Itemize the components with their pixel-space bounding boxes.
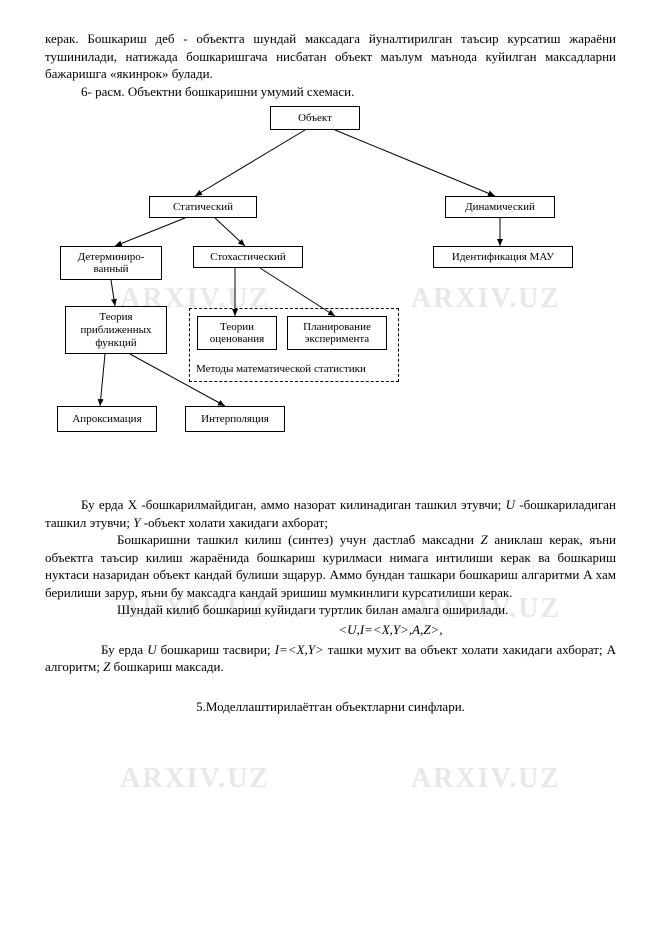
node-theory-approx: Теория приближенных функций (65, 306, 167, 354)
section-heading: 5.Моделлаштирилаётган объектларни синфла… (45, 698, 616, 716)
hierarchy-diagram: Объект Статический Динамический Детермин… (45, 106, 616, 486)
paragraph-3: Бу ерда X -бошкарилмайдиган, аммо назора… (45, 496, 616, 531)
node-stochastic: Стохастический (193, 246, 303, 268)
node-theory-estimation: Теории оценования (197, 316, 277, 350)
node-dynamic: Динамический (445, 196, 555, 218)
var-z: Z (481, 532, 488, 547)
node-deterministic: Детерминиро- ванный (60, 246, 162, 280)
page-content: керак. Бошкариш деб - объектга шундай ма… (45, 30, 616, 715)
text: Бу ерда (101, 642, 147, 657)
var-i: I=<X,Y> (275, 642, 324, 657)
text: -объект холати хакидаги ахборат; (140, 515, 328, 530)
watermark: ARXIV.UZ (411, 760, 561, 798)
node-approximation: Апроксимация (57, 406, 157, 432)
text: бошкариш тасвири; (157, 642, 275, 657)
var-u: U (506, 497, 515, 512)
paragraph-1: керак. Бошкариш деб - объектга шундай ма… (45, 30, 616, 83)
var-u: U (147, 642, 156, 657)
node-identification: Идентификация МАУ (433, 246, 573, 268)
watermark: ARXIV.UZ (120, 760, 270, 798)
paragraph-4: Бошкаришни ташкил килиш (синтез) учун да… (45, 531, 616, 601)
paragraph-5: Шундай килиб бошкариш куйидаги туртлик б… (45, 601, 616, 619)
node-planning: Планирование эксперимента (287, 316, 387, 350)
node-static: Статический (149, 196, 257, 218)
node-object: Объект (270, 106, 360, 130)
text: Бошкаришни ташкил килиш (синтез) учун да… (117, 532, 481, 547)
paragraph-2: 6- расм. Объектни бошкаришни умумий схем… (45, 83, 616, 101)
text: Бу ерда X -бошкарилмайдиган, аммо назора… (81, 497, 506, 512)
node-interpolation: Интерполяция (185, 406, 285, 432)
text: бошкариш максади. (110, 659, 223, 674)
group-label: Методы математической статистики (196, 362, 366, 377)
paragraph-6: Бу ерда U бошкариш тасвири; I=<X,Y> ташк… (45, 641, 616, 676)
formula: <U,I=<X,Y>,A,Z>, (165, 621, 616, 639)
